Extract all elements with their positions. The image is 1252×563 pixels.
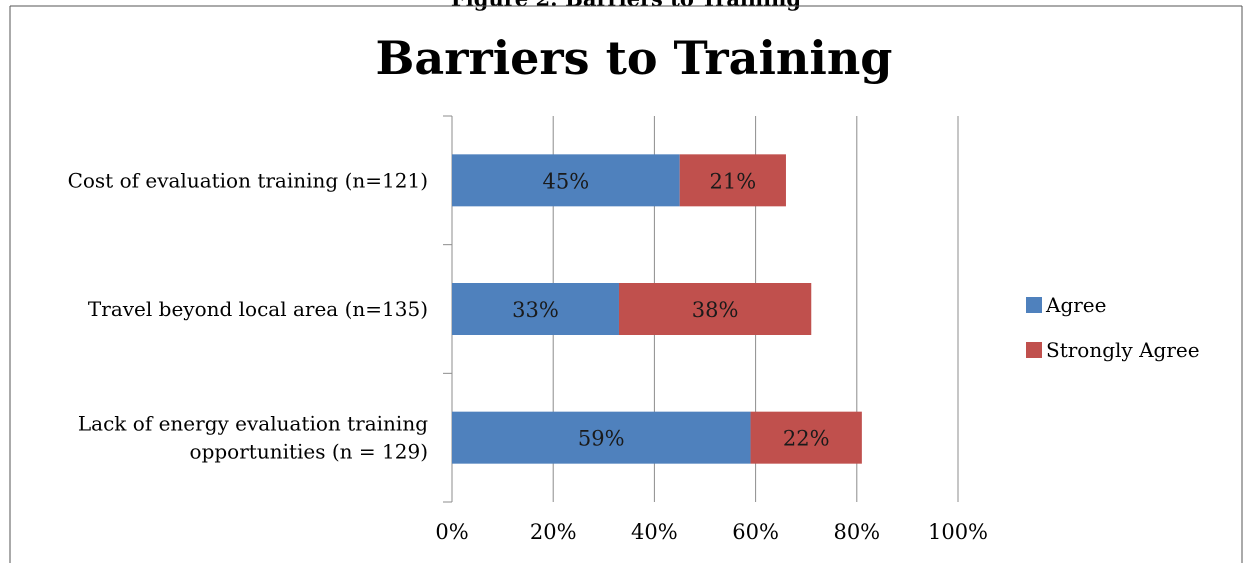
x-tick-labels: 0% 20% 40% 60% 80% 100% <box>435 520 988 544</box>
legend: Agree Strongly Agree <box>1026 293 1200 362</box>
data-label: 45% <box>543 169 590 193</box>
data-label: 38% <box>692 298 739 322</box>
bar-segment-agree <box>452 411 751 464</box>
x-tick-label: 80% <box>833 520 880 544</box>
chart-title: Barriers to Training <box>376 31 893 85</box>
bar-segment-strongly-agree <box>618 283 812 335</box>
x-tick-label: 0% <box>435 520 468 544</box>
bar-segment-agree <box>452 154 680 207</box>
x-tick-label: 40% <box>631 520 678 544</box>
category-label: Lack of energy evaluation training opport… <box>78 412 428 464</box>
legend-label: Strongly Agree <box>1046 338 1200 362</box>
legend-swatch <box>1026 297 1042 313</box>
x-tick-label: 20% <box>530 520 577 544</box>
bar-segment-strongly-agree <box>679 154 786 207</box>
axes <box>443 115 453 503</box>
bar-segment-agree <box>452 283 619 335</box>
x-tick-label: 60% <box>732 520 779 544</box>
bar-segment-strongly-agree <box>750 411 862 464</box>
legend-swatch <box>1026 342 1042 358</box>
bars: 45% 21% 33% 38% 59% 22% <box>452 154 862 464</box>
data-label: 33% <box>512 298 559 322</box>
category-label: Travel beyond local area (n=135) <box>88 297 428 321</box>
category-label: Cost of evaluation training (n=121) <box>68 168 428 192</box>
x-tick-label: 100% <box>928 520 988 544</box>
category-labels: Cost of evaluation training (n=121) Trave… <box>68 168 429 463</box>
data-label: 22% <box>783 427 830 451</box>
data-label: 21% <box>709 169 756 193</box>
data-label: 59% <box>578 427 625 451</box>
legend-label: Agree <box>1045 293 1106 317</box>
